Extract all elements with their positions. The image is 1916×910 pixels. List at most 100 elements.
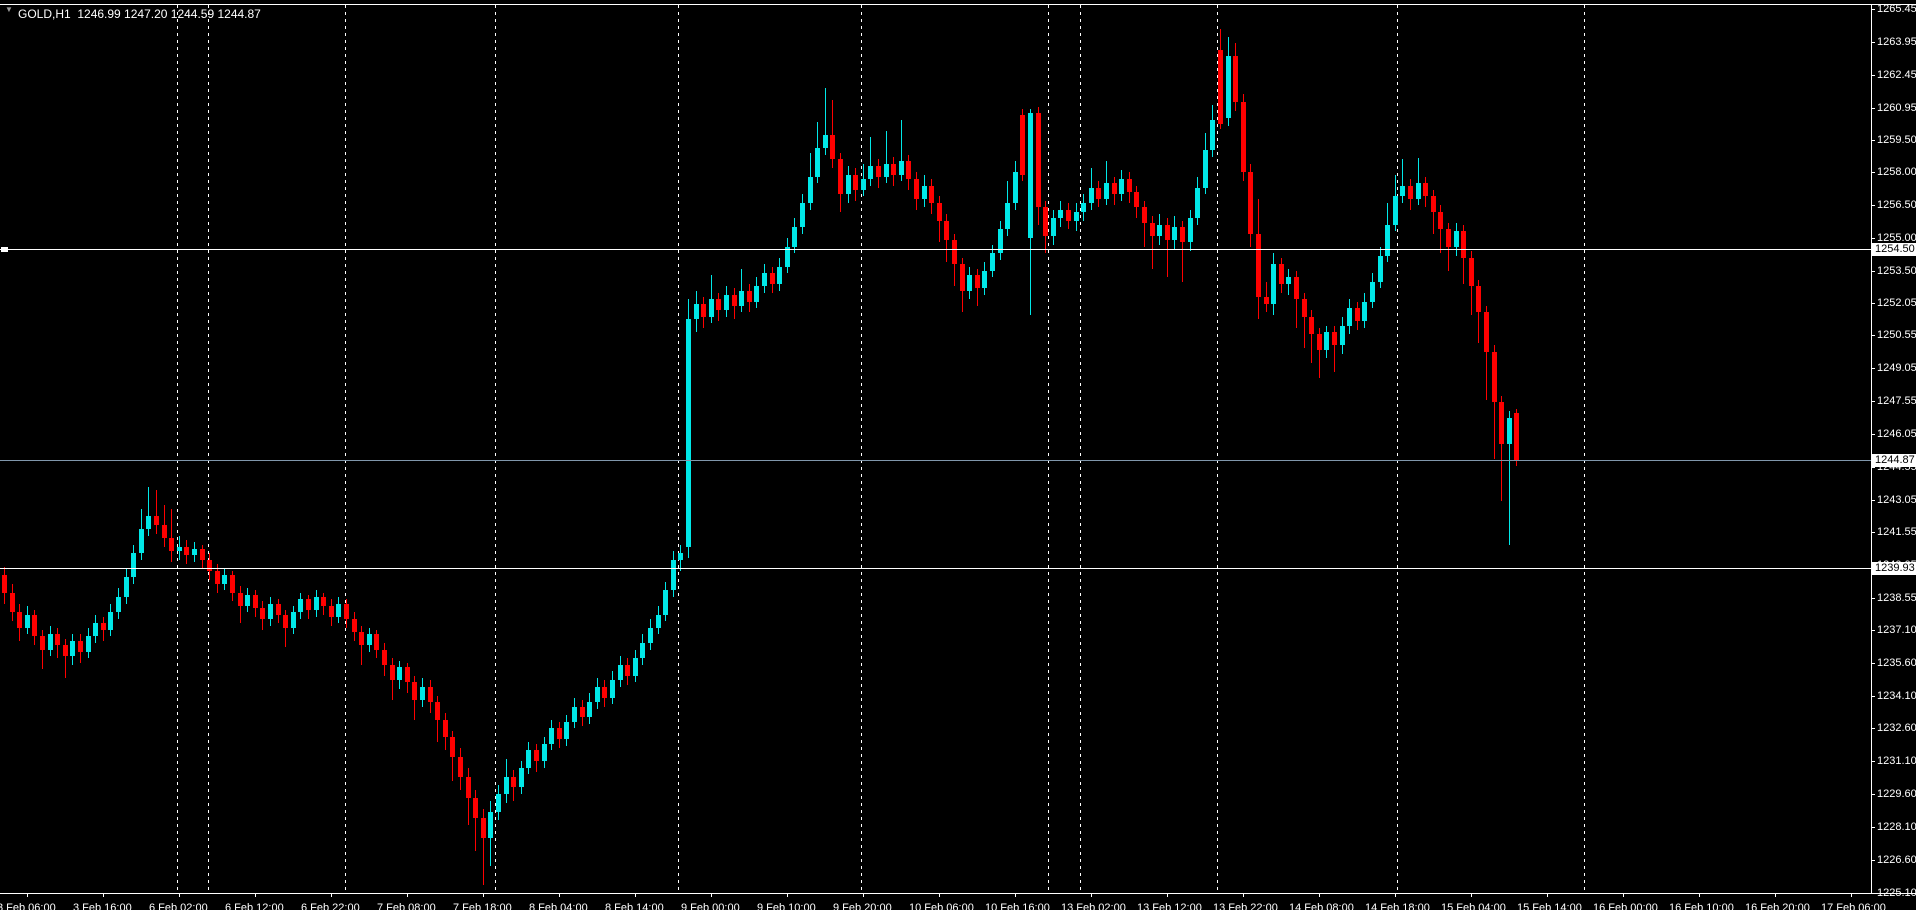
time-tick: [483, 893, 484, 897]
candle-body: [701, 304, 706, 317]
candle-body: [808, 177, 813, 203]
time-tick-label: 15 Feb 04:00: [1441, 902, 1506, 910]
price-tick-label: 1243.05: [1877, 494, 1916, 506]
time-tick: [635, 893, 636, 897]
price-tick: [1871, 893, 1875, 894]
candle-body: [260, 608, 265, 619]
time-tick: [559, 893, 560, 897]
candle-body: [815, 148, 820, 177]
price-tick: [1871, 434, 1875, 435]
candle-wick: [1501, 396, 1502, 501]
candle-body: [640, 643, 645, 658]
candle-body: [564, 722, 569, 739]
price-tick-label: 1231.10: [1877, 755, 1916, 767]
candle-body: [1446, 229, 1451, 247]
time-tick-label: 9 Feb 00:00: [681, 902, 740, 910]
candle-body: [549, 728, 554, 744]
candle-body: [1157, 225, 1162, 236]
price-tick-label: 1229.60: [1877, 788, 1916, 800]
candle-wick: [483, 809, 484, 885]
candle-body: [625, 665, 630, 676]
candle-body: [504, 777, 509, 794]
time-tick-label: 14 Feb 08:00: [1289, 902, 1354, 910]
time-tick: [787, 893, 788, 897]
candle-body: [63, 645, 68, 656]
candle-body: [1332, 332, 1337, 345]
candle-body: [1438, 212, 1443, 229]
candle-body: [352, 619, 357, 632]
time-tick-label: 7 Feb 08:00: [377, 902, 436, 910]
price-tick: [1871, 368, 1875, 369]
horizontal-line-object[interactable]: [0, 568, 1871, 569]
candle-wick: [1152, 216, 1153, 269]
candle-body: [732, 295, 737, 306]
time-tick: [1015, 893, 1016, 897]
candle-body: [770, 273, 775, 284]
candle-body: [830, 135, 835, 159]
price-tick-label: 1246.05: [1877, 428, 1916, 440]
candle-wick: [171, 509, 172, 562]
time-tick-label: 9 Feb 20:00: [833, 902, 892, 910]
chart-top-border: [0, 4, 1916, 5]
candle-body: [177, 547, 182, 551]
day-separator: [177, 5, 178, 893]
candle-body: [587, 702, 592, 717]
time-tick-label: 13 Feb 22:00: [1213, 902, 1278, 910]
candle-body: [48, 634, 53, 650]
candle-body: [1514, 413, 1519, 460]
day-separator: [861, 5, 862, 893]
candle-body: [1317, 334, 1322, 350]
time-tick-label: 7 Feb 18:00: [453, 902, 512, 910]
candle-body: [70, 641, 75, 656]
candle-body: [1081, 203, 1086, 212]
candle-body: [663, 590, 668, 615]
price-tick-label: 1247.55: [1877, 395, 1916, 407]
price-tick-label: 1255.00: [1877, 232, 1916, 244]
price-tick: [1871, 630, 1875, 631]
price-tick: [1871, 42, 1875, 43]
day-separator: [1048, 5, 1049, 893]
time-tick-label: 6 Feb 12:00: [225, 902, 284, 910]
candle-body: [838, 159, 843, 194]
candle-body: [906, 161, 911, 179]
candle-wick: [1486, 306, 1487, 400]
time-tick: [1471, 893, 1472, 897]
candle-body: [1074, 212, 1079, 221]
candle-body: [450, 737, 455, 757]
candle-body: [1469, 258, 1474, 286]
candle-wick: [285, 610, 286, 647]
day-separator: [345, 5, 346, 893]
candle-body: [899, 161, 904, 175]
candle-body: [1112, 183, 1117, 194]
price-tick-label: 1253.50: [1877, 265, 1916, 277]
price-axis[interactable]: [1871, 5, 1872, 894]
horizontal-line-object[interactable]: [0, 249, 1871, 250]
candle-body: [1020, 115, 1025, 175]
price-tick-label: 1258.00: [1877, 166, 1916, 178]
time-tick-label: 13 Feb 02:00: [1061, 902, 1126, 910]
price-tick: [1871, 728, 1875, 729]
candle-body: [420, 687, 425, 700]
candle-body: [511, 777, 516, 787]
time-tick: [939, 893, 940, 897]
candle-body: [1134, 192, 1139, 207]
candle-wick: [870, 137, 871, 186]
candle-body: [1340, 326, 1345, 345]
candle-body: [344, 604, 349, 619]
symbol-dropdown-icon[interactable]: ▼: [5, 5, 13, 14]
candle-wick: [1182, 221, 1183, 282]
candle-body: [777, 267, 782, 284]
price-tick: [1871, 335, 1875, 336]
candle-body: [1355, 308, 1360, 321]
time-axis[interactable]: [0, 893, 1916, 894]
candle-body: [1142, 207, 1147, 223]
candle-body: [55, 634, 60, 645]
line-anchor-handle[interactable]: [1, 247, 8, 252]
candle-body: [876, 166, 881, 177]
time-axis-labels: 3 Feb 06:00 3 Feb 16:00 6 Feb 02:00 6 Feb 1…: [0, 894, 1916, 910]
chart-canvas[interactable]: [0, 5, 1871, 893]
candle-body: [374, 634, 379, 650]
candle-body: [678, 553, 683, 560]
candle-wick: [1311, 310, 1312, 363]
time-tick-label: 10 Feb 16:00: [985, 902, 1050, 910]
